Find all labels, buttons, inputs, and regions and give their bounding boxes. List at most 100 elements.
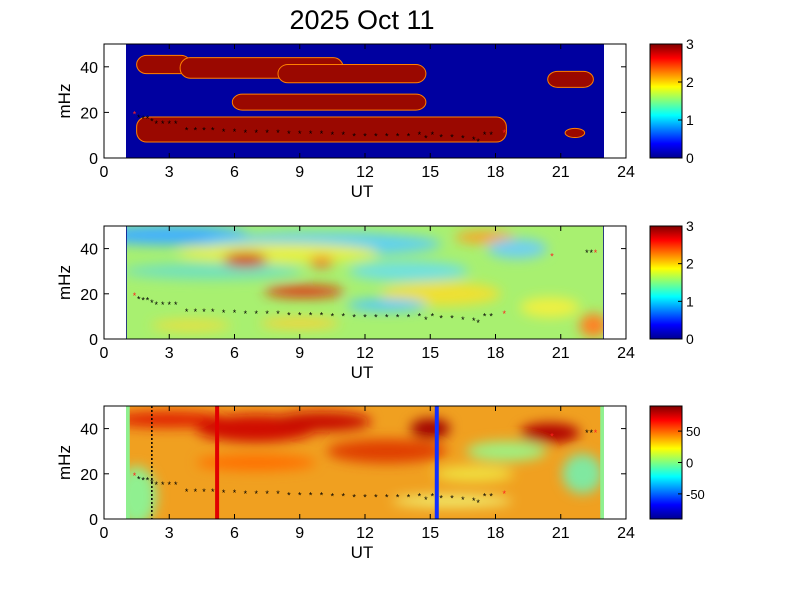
ridge-outlier-point: *	[502, 309, 506, 319]
power-blob	[579, 313, 604, 338]
power-blob	[223, 252, 268, 267]
figure-title: 2025 Oct 11	[289, 5, 434, 35]
power-blob	[392, 494, 512, 507]
x-tick-label: 3	[165, 345, 174, 362]
power-band	[547, 70, 594, 88]
x-tick-label: 9	[295, 345, 304, 362]
ridge-point: *	[222, 308, 226, 318]
ridge-point: *	[352, 313, 356, 323]
ridge-point: *	[194, 307, 198, 317]
ridge-point: *	[489, 311, 493, 321]
power-blob	[381, 281, 502, 306]
colorbar-tick-label: 2	[686, 74, 694, 90]
ridge-point: *	[363, 313, 367, 323]
ridge-point: *	[489, 491, 493, 501]
y-tick-label: 40	[80, 60, 98, 77]
ridge-point: *	[244, 128, 248, 138]
ridge-point: *	[211, 126, 215, 136]
ridge-point: *	[385, 313, 389, 323]
ridge-outlier-point: *	[133, 110, 137, 120]
power-band	[231, 93, 427, 111]
ridge-point: *	[174, 480, 178, 490]
power-blob	[348, 261, 469, 282]
x-tick-label: 15	[421, 525, 439, 542]
y-tick-label: 40	[80, 242, 98, 259]
y-tick-label: 0	[89, 512, 98, 529]
y-tick-label: 0	[89, 332, 98, 349]
ridge-point: *	[424, 134, 428, 144]
ridge-point: *	[287, 310, 291, 320]
ridge-point: *	[483, 311, 487, 321]
ridge-outlier-point: *	[550, 252, 554, 262]
ridge-point: *	[137, 294, 141, 304]
ridge-point: *	[407, 493, 411, 503]
colorbar-tick-label: 50	[686, 424, 700, 439]
ridge-outlier-point: *	[133, 471, 137, 481]
ridge-point: *	[431, 311, 435, 321]
ridge-point: *	[439, 132, 443, 142]
ridge-point: *	[146, 476, 150, 486]
panel-3: * * * * * * * ** * * * * * * * * * * * * * * * * * * * * * * * * * * * * ** *…	[55, 405, 705, 562]
ridge-point: *	[202, 307, 206, 317]
ridge-point: *	[476, 498, 480, 508]
colorbar-tick-label: 1	[686, 293, 694, 309]
x-axis-label: UT	[351, 543, 374, 562]
ridge-point: *	[202, 487, 206, 497]
spectrogram-image: * * * * * * * ** * * * * * * * * * * * * * * * * * * * * * * * * * * * * ** *…	[126, 226, 604, 339]
power-blob	[126, 263, 303, 280]
colorbar-tick-label: 0	[686, 331, 694, 347]
x-tick-label: 0	[100, 345, 109, 362]
ridge-point: *	[233, 488, 237, 498]
ridge-point: *	[265, 489, 269, 499]
ridge-point: *	[150, 117, 154, 127]
power-band	[277, 64, 427, 84]
y-axis-label: mHz	[55, 84, 74, 119]
ridge-point: *	[154, 480, 158, 490]
ridge-point: *	[185, 307, 189, 317]
x-tick-label: 18	[487, 164, 505, 181]
x-tick-label: 0	[100, 525, 109, 542]
ridge-point: *	[265, 309, 269, 319]
ridge-point: *	[194, 126, 198, 136]
ridge-point: *	[331, 491, 335, 501]
ridge-point: *	[287, 490, 291, 500]
y-tick-label: 20	[80, 467, 98, 484]
spectrogram-blobs	[126, 411, 603, 519]
ridge-point: *	[174, 119, 178, 129]
spectrogram-image: * * * * * * * ** * * * * * * * * * * * * * * * * * * * * * * * * * * * * ** *…	[126, 406, 604, 519]
ridge-point: *	[185, 487, 189, 497]
ridge-point: *	[211, 487, 215, 497]
ridge-point: *	[222, 127, 226, 137]
colorbar	[649, 225, 683, 340]
colorbar-tick-label: 2	[686, 256, 694, 272]
ridge-point: *	[254, 489, 258, 499]
colorbar	[649, 43, 683, 159]
ridge-point: *	[352, 131, 356, 141]
colorbar-tick-label: 3	[686, 36, 694, 52]
power-blob	[196, 454, 317, 471]
power-blob	[346, 299, 427, 312]
ridge-point: *	[161, 119, 165, 129]
ridge-point: *	[385, 131, 389, 141]
y-tick-label: 20	[80, 105, 98, 122]
ridge-point: *	[194, 487, 198, 497]
x-tick-label: 9	[295, 164, 304, 181]
ridge-point: *	[298, 310, 302, 320]
ridge-point: *	[585, 248, 589, 258]
data-edge-right	[603, 226, 604, 339]
x-tick-label: 18	[487, 525, 505, 542]
ridge-point: *	[472, 496, 476, 506]
ridge-point: *	[385, 493, 389, 503]
ridge-point: *	[450, 132, 454, 142]
colorbar-tick-label: -50	[686, 487, 705, 502]
ridge-outlier-point: *	[133, 291, 137, 301]
ridge-point: *	[150, 478, 154, 488]
power-blob	[562, 453, 603, 494]
ridge-point: *	[489, 130, 493, 140]
ridge-point: *	[585, 428, 589, 438]
ridge-point: *	[276, 489, 280, 499]
ridge-point: *	[146, 114, 150, 124]
ridge-point: *	[298, 490, 302, 500]
ridge-point: *	[461, 495, 465, 505]
